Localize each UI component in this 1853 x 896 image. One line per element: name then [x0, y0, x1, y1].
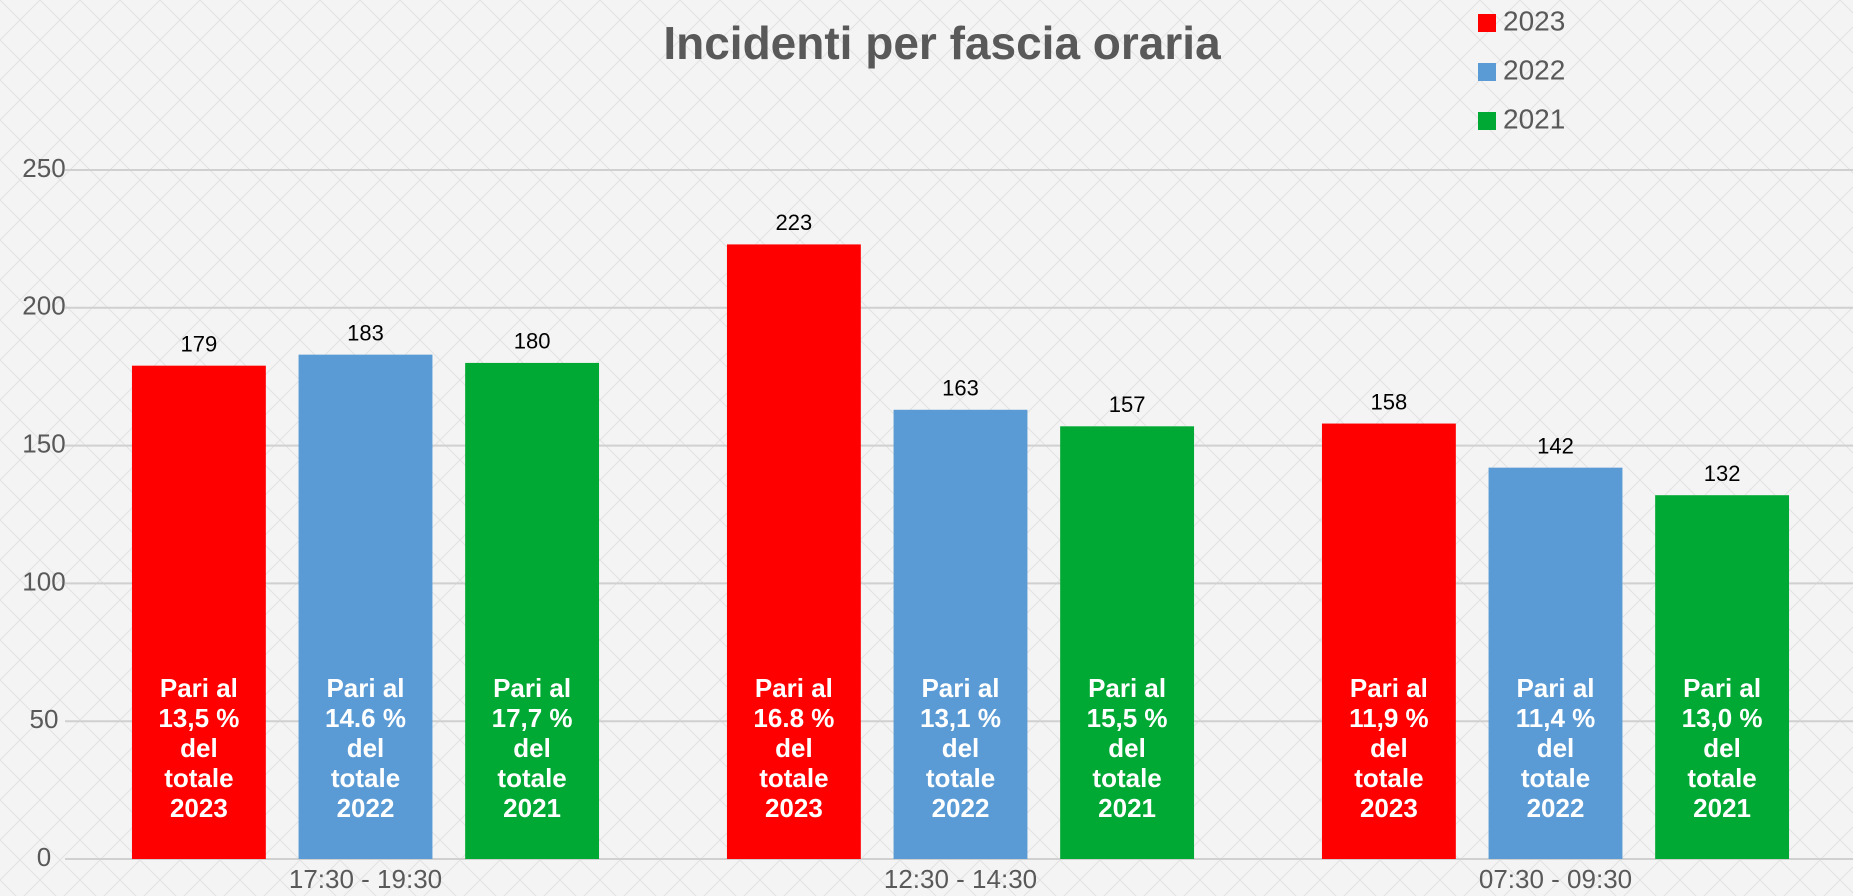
- bar-note: totale: [759, 763, 828, 793]
- bar-note: totale: [331, 763, 400, 793]
- value-label: 180: [514, 329, 551, 354]
- x-tick-label: 07:30 - 09:30: [1479, 864, 1632, 894]
- bar: [1060, 426, 1195, 859]
- bar-note: del: [513, 733, 551, 763]
- value-label: 158: [1371, 389, 1408, 414]
- legend-label: 2023: [1503, 5, 1565, 36]
- value-label: 157: [1109, 392, 1146, 417]
- bar-note: 13,0 %: [1682, 703, 1763, 733]
- bar-note: 2021: [1693, 793, 1751, 823]
- legend-swatch: [1478, 63, 1496, 81]
- y-tick-label: 200: [22, 291, 65, 321]
- bar-note: Pari al: [1088, 673, 1166, 703]
- value-label: 179: [181, 331, 218, 356]
- bar-note: Pari al: [160, 673, 238, 703]
- bar-note: del: [1370, 733, 1408, 763]
- bar-note: 2021: [1098, 793, 1156, 823]
- bar-note: 15,5 %: [1087, 703, 1168, 733]
- bar-note: totale: [926, 763, 995, 793]
- bar-note: totale: [1354, 763, 1423, 793]
- value-label: 163: [942, 376, 979, 401]
- legend-swatch: [1478, 112, 1496, 130]
- bar: [1655, 495, 1790, 859]
- bar: [298, 354, 433, 859]
- bar-note: 11,4 %: [1516, 703, 1596, 733]
- bar-note: 13,1 %: [920, 703, 1001, 733]
- bar-note: 2022: [1527, 793, 1585, 823]
- bar-note: del: [1108, 733, 1146, 763]
- bar-note: totale: [1092, 763, 1161, 793]
- y-tick-label: 0: [37, 842, 51, 872]
- y-tick-label: 50: [30, 704, 59, 734]
- bar: [465, 362, 600, 859]
- y-tick-label: 250: [22, 153, 65, 183]
- bar-note: Pari al: [1350, 673, 1428, 703]
- bar: [131, 365, 266, 859]
- y-tick-label: 100: [22, 566, 65, 596]
- bar: [726, 244, 861, 860]
- bar-note: 2022: [337, 793, 395, 823]
- bar-note: del: [942, 733, 980, 763]
- bar-note: Pari al: [1516, 673, 1594, 703]
- bar-note: totale: [164, 763, 233, 793]
- bar-note: totale: [1687, 763, 1756, 793]
- value-label: 223: [776, 210, 813, 235]
- bar-note: 2023: [1360, 793, 1418, 823]
- bar-note: Pari al: [326, 673, 404, 703]
- legend-label: 2021: [1503, 103, 1565, 134]
- bar: [1488, 467, 1623, 859]
- bar-note: 13,5 %: [158, 703, 239, 733]
- value-label: 142: [1537, 433, 1574, 458]
- legend-label: 2022: [1503, 54, 1565, 85]
- bar-note: 2022: [932, 793, 990, 823]
- bar-note: Pari al: [493, 673, 571, 703]
- legend-swatch: [1478, 14, 1496, 32]
- bar-note: 14.6 %: [325, 703, 406, 733]
- bar-note: totale: [497, 763, 566, 793]
- bar-note: 2021: [503, 793, 561, 823]
- y-tick-label: 150: [22, 428, 65, 458]
- bar-note: Pari al: [755, 673, 833, 703]
- bar-note: 17,7 %: [492, 703, 573, 733]
- bar-note: del: [1537, 733, 1575, 763]
- bar-note: 11,9 %: [1349, 703, 1429, 733]
- bar-note: Pari al: [1683, 673, 1761, 703]
- bar-note: del: [1703, 733, 1741, 763]
- bar-note: Pari al: [921, 673, 999, 703]
- bar: [1321, 423, 1456, 859]
- chart-title: Incidenti per fascia oraria: [663, 17, 1221, 69]
- x-tick-label: 12:30 - 14:30: [884, 864, 1037, 894]
- bar-note: totale: [1521, 763, 1590, 793]
- bar-note: del: [775, 733, 813, 763]
- bar-note: 2023: [765, 793, 823, 823]
- bar: [893, 409, 1028, 859]
- bar-note: del: [180, 733, 218, 763]
- x-tick-label: 17:30 - 19:30: [289, 864, 442, 894]
- value-label: 183: [347, 320, 384, 345]
- value-label: 132: [1704, 461, 1741, 486]
- bar-note: 16.8 %: [753, 703, 834, 733]
- bar-note: del: [347, 733, 385, 763]
- bar-note: 2023: [170, 793, 228, 823]
